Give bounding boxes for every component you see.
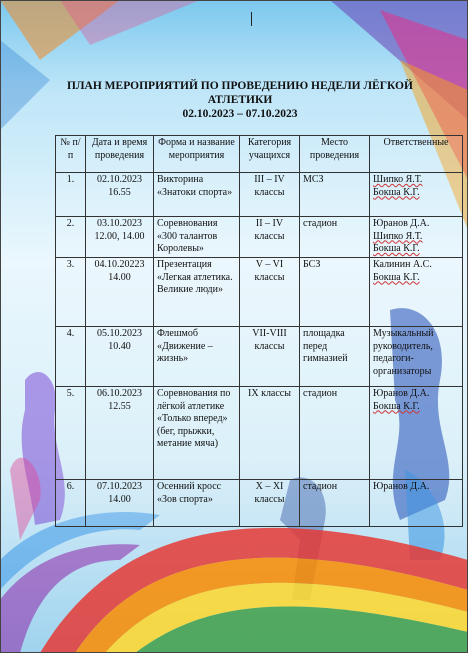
row-date: 06.10.2023: [97, 388, 142, 399]
row-time: 12.00, 14.00: [94, 230, 145, 242]
header-date-time: Дата и время проведения: [85, 135, 154, 173]
row-number: 5.: [55, 386, 86, 480]
responsible-person: Шипко Я.Т.: [373, 230, 423, 242]
row-place: стадион: [299, 216, 370, 258]
responsible-person: Бокша К.Г.: [373, 271, 420, 283]
row-category: VII-VIII классы: [239, 326, 300, 387]
table-row: 3. 04.10.20223 14.00 Презентация «Легкая …: [55, 257, 463, 327]
row-number: 2.: [55, 216, 86, 258]
row-date-time: 04.10.20223 14.00: [85, 257, 154, 327]
responsible-person: Бокша К.Г.: [373, 243, 420, 254]
row-date-time: 03.10.2023 12.00, 14.00: [85, 216, 154, 258]
responsible-person: Юранов Д.А.: [373, 481, 430, 492]
row-date: 05.10.2023: [97, 328, 142, 339]
row-date-time: 05.10.2023 10.40: [85, 326, 154, 387]
row-date-time: 06.10.2023 12.55: [85, 386, 154, 480]
row-date: 03.10.2023: [97, 218, 142, 229]
responsible-person: Юранов Д.А.: [373, 388, 430, 399]
row-event: Флешмоб «Движение – жизнь»: [153, 326, 240, 387]
row-responsible: Юранов Д.А.: [369, 479, 463, 527]
row-category: III – IV классы: [239, 172, 300, 217]
header-number: № п/п: [55, 135, 86, 173]
row-date-time: 07.10.2023 14.00: [85, 479, 154, 527]
row-category: V – VI классы: [239, 257, 300, 327]
events-table: № п/п Дата и время проведения Форма и на…: [55, 135, 463, 527]
row-responsible: Калинин А.С. Бокша К.Г.: [369, 257, 463, 327]
row-place: стадион: [299, 479, 370, 527]
row-event: Викторина «Знатоки спорта»: [153, 172, 240, 217]
row-responsible: Музыкальный руководитель, педагоги-орган…: [369, 326, 463, 387]
row-place: БСЗ: [299, 257, 370, 327]
table-row: 5. 06.10.2023 12.55 Соревнования по лёгко…: [55, 386, 463, 480]
title-line-2: АТЛЕТИКИ: [207, 94, 273, 106]
row-event: Осенний кросс «Зов спорта»: [153, 479, 240, 527]
header-category: Категория учащихся: [239, 135, 300, 173]
row-date: 07.10.2023: [97, 481, 142, 492]
row-number: 6.: [55, 479, 86, 527]
text-cursor: [251, 12, 252, 26]
header-place: Место проведения: [299, 135, 370, 173]
row-date: 04.10.20223: [94, 259, 145, 270]
row-place: МСЗ: [299, 172, 370, 217]
row-time: 12.55: [108, 400, 131, 412]
responsible-person: Бокша К.Г.: [373, 186, 420, 198]
row-responsible: Юранов Д.А. Бокша К.Г.: [369, 386, 463, 480]
row-place: площадка перед гимназией: [299, 326, 370, 387]
responsible-person: Калинин А.С.: [373, 259, 432, 270]
responsible-person: Шипко Я.Т.: [373, 174, 423, 185]
row-event: Презентация «Легкая атлетика. Великие лю…: [153, 257, 240, 327]
table-header-row: № п/п Дата и время проведения Форма и на…: [55, 135, 463, 173]
row-place: стадион: [299, 386, 370, 480]
row-date-time: 02.10.2023 16.55: [85, 172, 154, 217]
row-event: Соревнования по лёгкой атлетике «Только …: [153, 386, 240, 480]
row-responsible: Шипко Я.Т. Бокша К.Г.: [369, 172, 463, 217]
responsible-person: Музыкальный руководитель, педагоги-орган…: [373, 328, 434, 377]
row-number: 4.: [55, 326, 86, 387]
responsible-person: Бокша К.Г.: [373, 400, 420, 412]
row-date: 02.10.2023: [97, 174, 142, 185]
row-category: X – XI классы: [239, 479, 300, 527]
header-responsible: Ответственные: [369, 135, 463, 173]
document-title: ПЛАН МЕРОПРИЯТИЙ ПО ПРОВЕДЕНИЮ НЕДЕЛИ ЛЁ…: [40, 79, 440, 121]
responsible-person: Юранов Д.А.: [373, 218, 430, 229]
row-time: 14.00: [108, 271, 131, 283]
header-event: Форма и название мероприятия: [153, 135, 240, 173]
table-row: 4. 05.10.2023 10.40 Флешмоб «Движение – ж…: [55, 326, 463, 387]
row-time: 14.00: [108, 493, 131, 505]
row-category: IX классы: [239, 386, 300, 480]
row-responsible: Юранов Д.А. Шипко Я.Т. Бокша К.Г.: [369, 216, 463, 258]
row-time: 10.40: [108, 340, 131, 352]
row-number: 3.: [55, 257, 86, 327]
row-number: 1.: [55, 172, 86, 217]
row-event: Соревнования «300 талантов Королевы»: [153, 216, 240, 258]
table-row: 6. 07.10.2023 14.00 Осенний кросс «Зов сп…: [55, 479, 463, 527]
row-category: II – IV классы: [239, 216, 300, 258]
title-dates: 02.10.2023 – 07.10.2023: [182, 108, 298, 120]
table-row: 1. 02.10.2023 16.55 Викторина «Знатоки сп…: [55, 172, 463, 217]
table-row: 2. 03.10.2023 12.00, 14.00 Соревнования «…: [55, 216, 463, 258]
row-time: 16.55: [108, 186, 131, 198]
title-line-1: ПЛАН МЕРОПРИЯТИЙ ПО ПРОВЕДЕНИЮ НЕДЕЛИ ЛЁ…: [67, 80, 413, 92]
